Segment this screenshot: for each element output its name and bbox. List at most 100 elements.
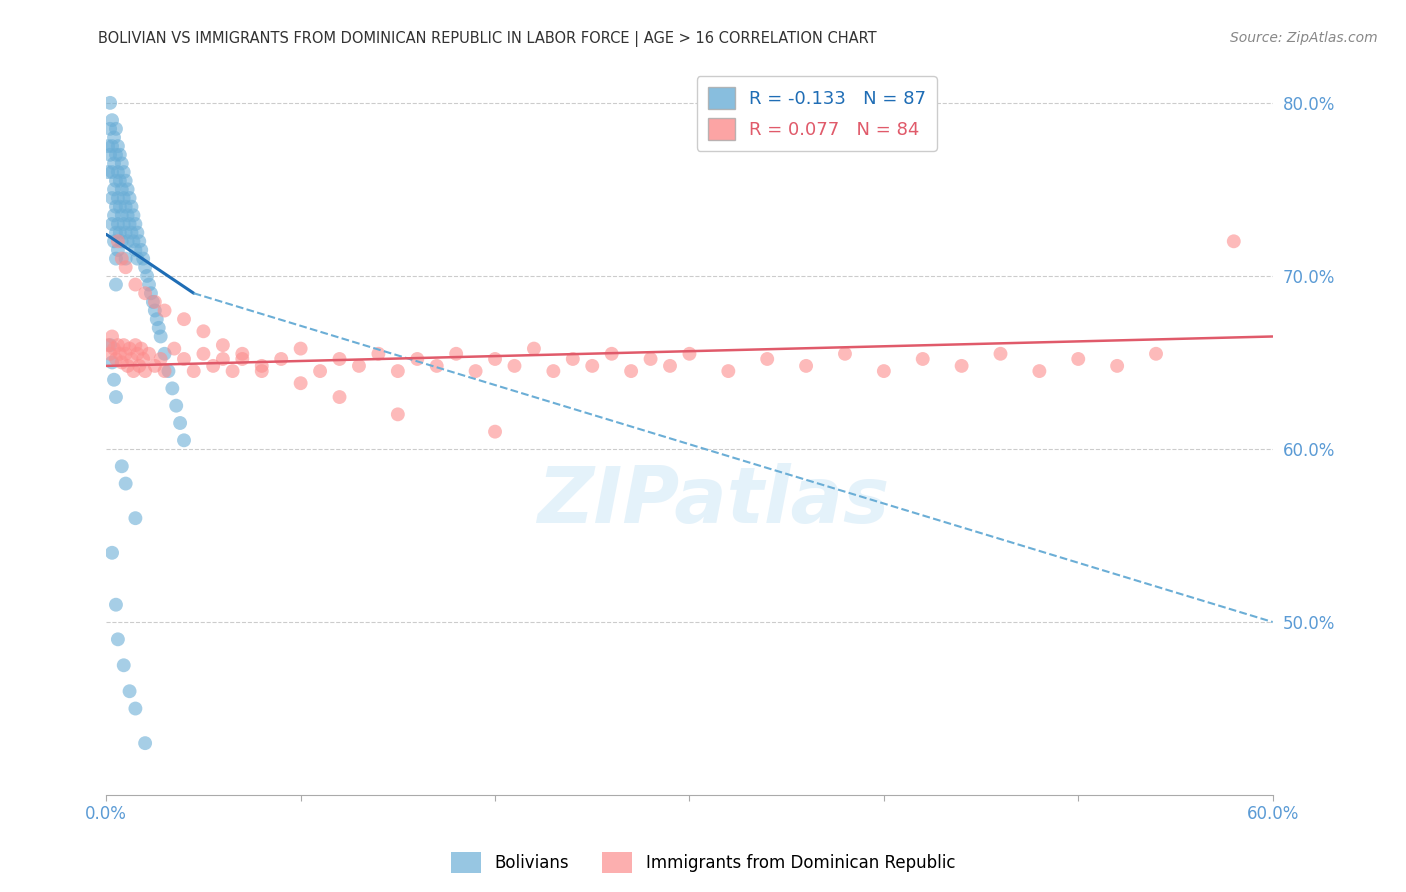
Point	[101, 546, 124, 560]
Point	[1067, 351, 1090, 366]
Point	[756, 351, 779, 366]
Point	[659, 359, 682, 373]
Point	[990, 347, 1012, 361]
Point	[104, 174, 127, 188]
Legend: R = -0.133   N = 87, R = 0.077   N = 84: R = -0.133 N = 87, R = 0.077 N = 84	[697, 76, 936, 151]
Point	[98, 121, 121, 136]
Point	[620, 364, 643, 378]
Point	[426, 359, 449, 373]
Point	[148, 321, 170, 335]
Point	[132, 252, 155, 266]
Point	[132, 351, 155, 366]
Point	[134, 260, 156, 275]
Point	[98, 95, 121, 110]
Point	[122, 235, 145, 249]
Point	[950, 359, 973, 373]
Point	[107, 338, 129, 352]
Point	[143, 303, 166, 318]
Point	[221, 364, 243, 378]
Point	[157, 364, 180, 378]
Point	[122, 364, 145, 378]
Point	[387, 364, 409, 378]
Point	[98, 347, 121, 361]
Point	[117, 182, 139, 196]
Point	[464, 364, 486, 378]
Point	[101, 329, 124, 343]
Point	[124, 217, 146, 231]
Point	[142, 294, 165, 309]
Point	[103, 156, 125, 170]
Point	[98, 338, 121, 352]
Point	[129, 243, 152, 257]
Point	[117, 235, 139, 249]
Point	[104, 598, 127, 612]
Point	[103, 208, 125, 222]
Point	[153, 303, 176, 318]
Point	[101, 113, 124, 128]
Point	[444, 347, 467, 361]
Point	[118, 217, 141, 231]
Point	[153, 347, 176, 361]
Point	[111, 156, 134, 170]
Point	[328, 390, 350, 404]
Point	[127, 226, 149, 240]
Point	[290, 376, 312, 391]
Point	[503, 359, 526, 373]
Point	[107, 139, 129, 153]
Point	[117, 359, 139, 373]
Point	[134, 286, 156, 301]
Point	[250, 359, 273, 373]
Point	[104, 148, 127, 162]
Point	[193, 347, 215, 361]
Point	[347, 359, 370, 373]
Point	[121, 226, 143, 240]
Point	[104, 252, 127, 266]
Point	[290, 342, 312, 356]
Point	[107, 191, 129, 205]
Point	[101, 165, 124, 179]
Point	[138, 277, 160, 292]
Point	[114, 476, 136, 491]
Point	[484, 425, 506, 439]
Point	[114, 260, 136, 275]
Point	[111, 355, 134, 369]
Point	[114, 200, 136, 214]
Point	[911, 351, 934, 366]
Point	[103, 130, 125, 145]
Point	[484, 351, 506, 366]
Point	[124, 701, 146, 715]
Point	[149, 351, 172, 366]
Point	[111, 459, 134, 474]
Point	[136, 268, 159, 283]
Point	[146, 312, 169, 326]
Point	[169, 416, 191, 430]
Point	[129, 342, 152, 356]
Point	[231, 351, 253, 366]
Point	[107, 235, 129, 249]
Point	[118, 191, 141, 205]
Point	[111, 235, 134, 249]
Point	[108, 347, 131, 361]
Legend: Bolivians, Immigrants from Dominican Republic: Bolivians, Immigrants from Dominican Rep…	[444, 846, 962, 880]
Point	[112, 165, 135, 179]
Point	[101, 217, 124, 231]
Point	[114, 252, 136, 266]
Point	[367, 347, 389, 361]
Point	[104, 226, 127, 240]
Point	[114, 347, 136, 361]
Point	[139, 286, 162, 301]
Point	[543, 364, 565, 378]
Point	[124, 277, 146, 292]
Point	[114, 174, 136, 188]
Point	[162, 381, 184, 395]
Point	[112, 217, 135, 231]
Point	[212, 351, 235, 366]
Point	[153, 364, 176, 378]
Point	[250, 364, 273, 378]
Point	[97, 165, 120, 179]
Point	[101, 355, 124, 369]
Point	[118, 684, 141, 698]
Point	[138, 347, 160, 361]
Point	[309, 364, 332, 378]
Point	[103, 235, 125, 249]
